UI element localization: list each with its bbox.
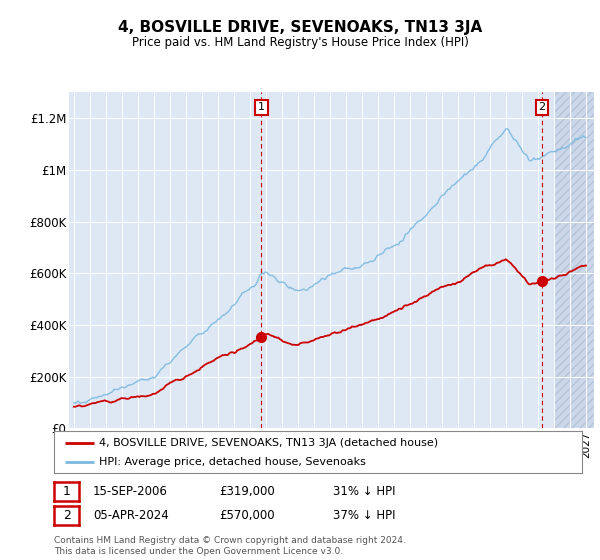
Text: 1: 1 bbox=[258, 102, 265, 113]
Text: 37% ↓ HPI: 37% ↓ HPI bbox=[333, 509, 395, 522]
Text: £570,000: £570,000 bbox=[219, 509, 275, 522]
Text: 15-SEP-2006: 15-SEP-2006 bbox=[93, 485, 168, 498]
Text: HPI: Average price, detached house, Sevenoaks: HPI: Average price, detached house, Seve… bbox=[99, 457, 366, 467]
Text: 4, BOSVILLE DRIVE, SEVENOAKS, TN13 3JA: 4, BOSVILLE DRIVE, SEVENOAKS, TN13 3JA bbox=[118, 20, 482, 35]
Bar bbox=[554, 92, 594, 428]
Bar bbox=[554, 92, 594, 428]
Text: 4, BOSVILLE DRIVE, SEVENOAKS, TN13 3JA (detached house): 4, BOSVILLE DRIVE, SEVENOAKS, TN13 3JA (… bbox=[99, 437, 438, 447]
Text: 05-APR-2024: 05-APR-2024 bbox=[93, 509, 169, 522]
Text: 2: 2 bbox=[62, 509, 71, 522]
Text: 31% ↓ HPI: 31% ↓ HPI bbox=[333, 485, 395, 498]
Text: Contains HM Land Registry data © Crown copyright and database right 2024.
This d: Contains HM Land Registry data © Crown c… bbox=[54, 536, 406, 556]
Text: 1: 1 bbox=[62, 485, 71, 498]
Text: Price paid vs. HM Land Registry's House Price Index (HPI): Price paid vs. HM Land Registry's House … bbox=[131, 36, 469, 49]
Text: £319,000: £319,000 bbox=[219, 485, 275, 498]
Text: 2: 2 bbox=[539, 102, 546, 113]
